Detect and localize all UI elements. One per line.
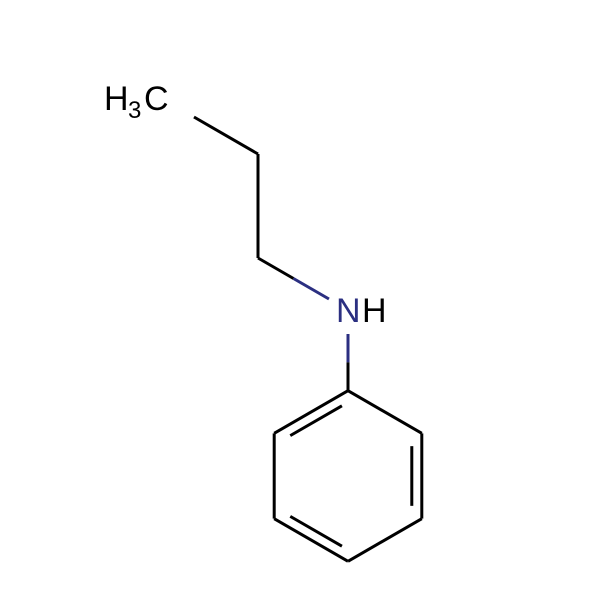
ch3-C-label: C xyxy=(144,80,169,118)
bond-line xyxy=(348,391,422,434)
nh-N-label: N xyxy=(336,292,361,330)
ch3-sub3-label: 3 xyxy=(128,97,141,124)
bond-line xyxy=(194,117,258,154)
ch3-H-label: H xyxy=(104,80,129,118)
nh-H-label: H xyxy=(362,292,387,330)
bond-line xyxy=(274,391,348,434)
bond-line xyxy=(258,258,293,278)
bond-line xyxy=(274,519,348,562)
bond-line xyxy=(293,278,328,298)
bond-line xyxy=(348,519,422,562)
